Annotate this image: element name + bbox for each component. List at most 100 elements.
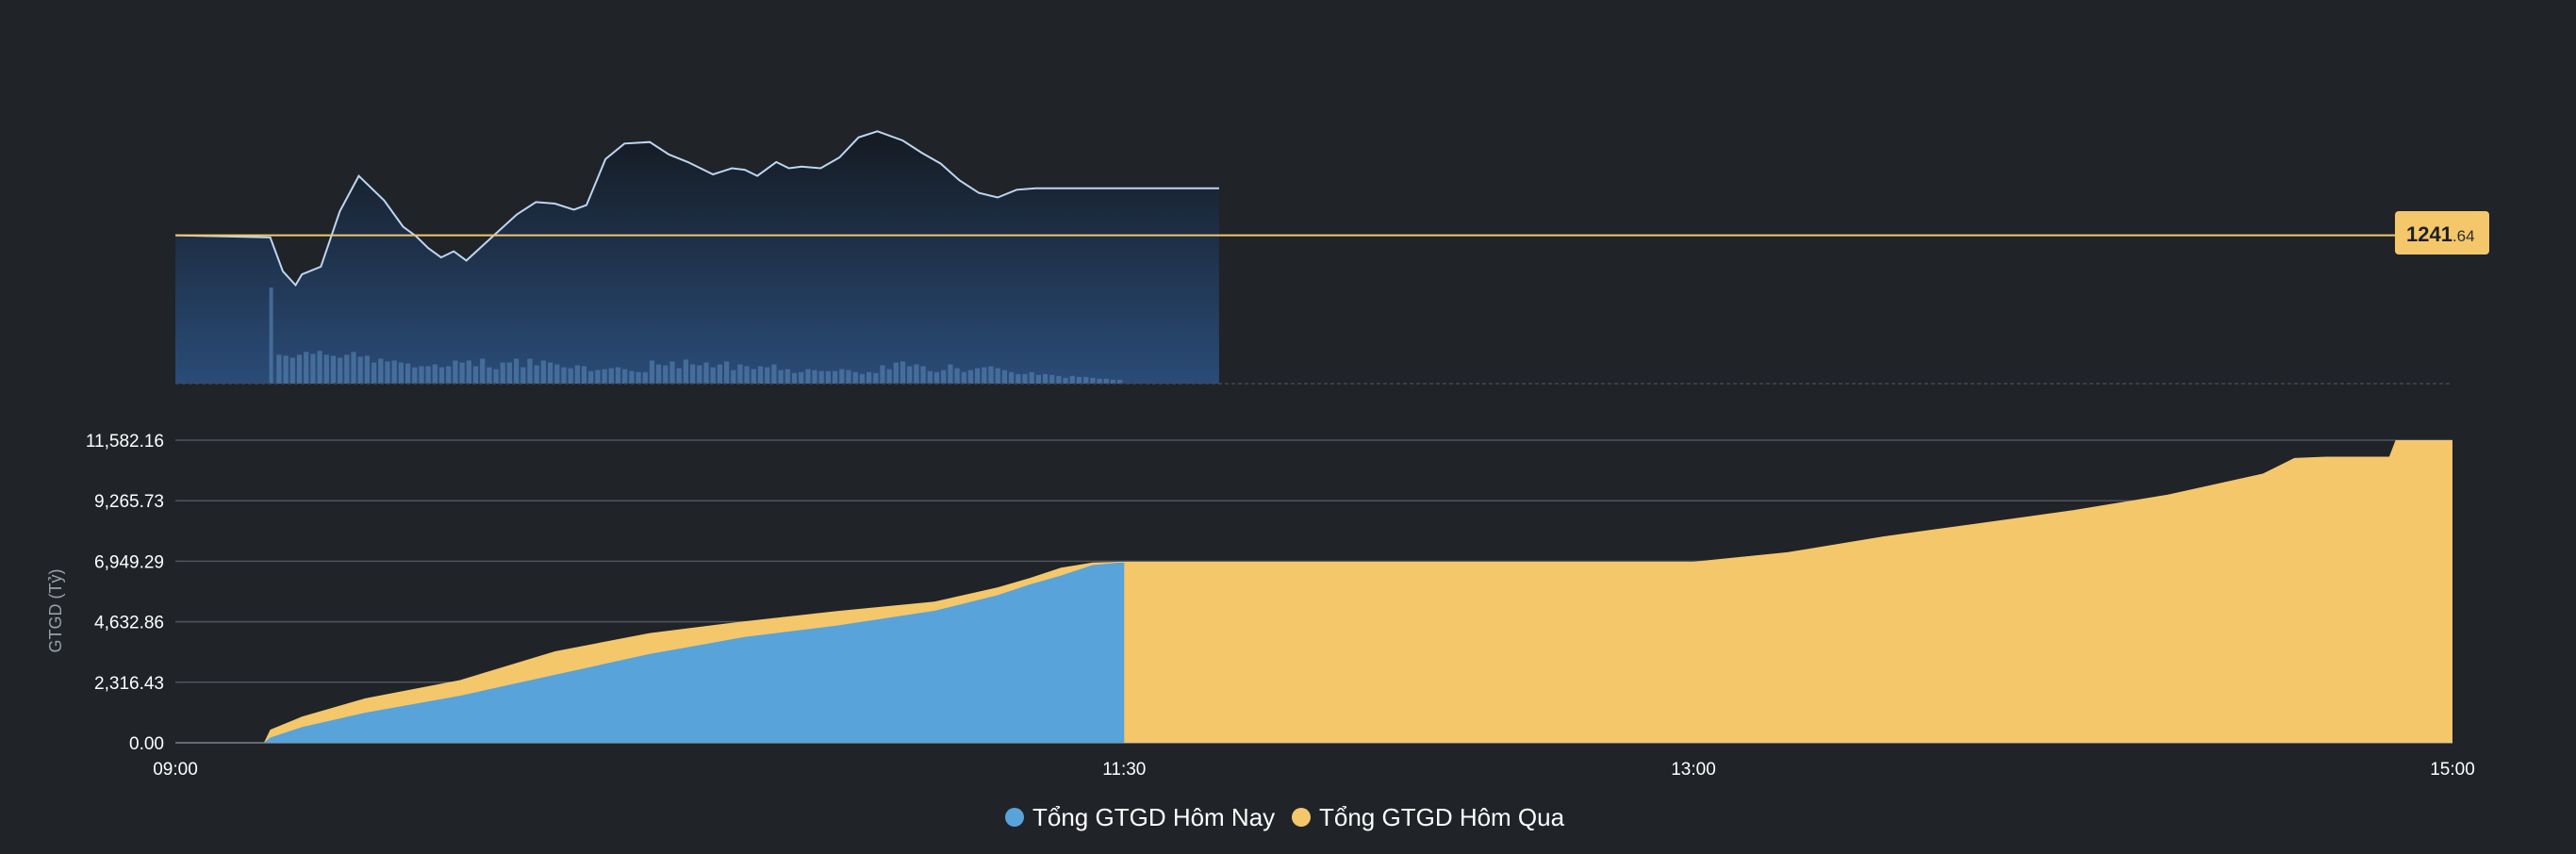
volume-bar [378, 358, 384, 384]
volume-bar [988, 366, 994, 384]
volume-bar [506, 362, 512, 384]
volume-bar [663, 365, 669, 384]
volume-bar [405, 363, 411, 384]
volume-bar [527, 358, 533, 384]
volume-bar [304, 352, 309, 384]
volume-bar [927, 370, 933, 384]
x-axis-ticks: 09:00 11:30 13:00 15:00 [153, 760, 2475, 780]
volume-bar [514, 358, 520, 384]
volume-bar [493, 369, 499, 384]
volume-bar [330, 355, 337, 384]
volume-bar [710, 367, 716, 384]
reference-price-integer: 1241 [2406, 222, 2452, 246]
volume-bar [690, 364, 696, 384]
volume-bar [954, 368, 960, 384]
volume-bar [642, 371, 648, 384]
volume-bar [886, 369, 892, 384]
volume-bar [656, 364, 662, 384]
volume-bar [703, 362, 709, 384]
legend-label-yesterday: Tổng GTGD Hôm Qua [1319, 803, 1565, 831]
y-axis-ticks: 0.00 2,316.43 4,632.86 6,949.29 9,265.73 11,5… [86, 432, 164, 754]
volume-bar [900, 361, 906, 384]
volume-bar [778, 370, 784, 384]
volume-bar [975, 368, 981, 384]
volume-bar [296, 354, 303, 384]
area-today [175, 562, 1125, 743]
volume-bar [1103, 378, 1109, 384]
volume-bar [608, 368, 614, 384]
volume-bar [846, 370, 851, 384]
volume-bar [419, 366, 424, 384]
volume-bar [961, 371, 966, 384]
x-tick-label: 09:00 [153, 760, 198, 780]
volume-bar [676, 368, 682, 384]
volume-bar [724, 361, 730, 384]
volume-bar [520, 367, 526, 384]
volume-bar [372, 362, 377, 384]
volume-bar [1069, 375, 1075, 384]
volume-bar [1083, 376, 1089, 384]
legend-marker-yesterday [1292, 808, 1311, 827]
volume-bar [459, 362, 465, 384]
volume-bar [818, 370, 824, 384]
volume-bar [765, 367, 770, 384]
x-tick-label: 11:30 [1102, 760, 1146, 780]
volume-bar [1056, 375, 1062, 384]
volume-bar [602, 369, 607, 384]
volume-bar [920, 366, 926, 384]
volume-bar [1016, 373, 1021, 384]
volume-bar [982, 367, 987, 384]
volume-bar [1110, 379, 1116, 384]
volume-bar [833, 370, 838, 384]
volume-bars [269, 287, 1123, 384]
index-panel: 1241.64 [174, 130, 2489, 385]
volume-bar [574, 365, 580, 384]
volume-bar [622, 369, 628, 384]
legend: Tổng GTGD Hôm Nay Tổng GTGD Hôm Qua [1005, 803, 1565, 831]
volume-bar [1097, 378, 1102, 384]
volume-bar [839, 369, 845, 384]
volume-bar [941, 370, 947, 384]
volume-bar [595, 370, 601, 384]
volume-bar [629, 370, 635, 384]
legend-marker-today [1005, 808, 1024, 827]
volume-bar [893, 362, 899, 384]
volume-bar [757, 366, 764, 384]
volume-bar [873, 372, 879, 384]
volume-bar [534, 365, 539, 384]
volume-bar [446, 366, 452, 384]
volume-bar [948, 364, 953, 384]
volume-bar [317, 351, 322, 384]
y-tick-label: 2,316.43 [94, 674, 164, 694]
volume-bar [615, 367, 621, 384]
reference-price-badge: 1241.64 [2395, 211, 2489, 255]
index-area [175, 131, 1219, 385]
volume-bar [852, 371, 858, 384]
legend-item-yesterday[interactable]: Tổng GTGD Hôm Qua [1292, 803, 1565, 831]
volume-bar [1022, 373, 1028, 384]
volume-bar [581, 366, 587, 384]
volume-bar [540, 360, 546, 384]
volume-bar [907, 366, 913, 384]
volume-bar [1049, 374, 1055, 384]
volume-bar [1035, 374, 1041, 384]
volume-bar [412, 367, 418, 384]
volume-bar [995, 368, 1000, 384]
volume-bar [500, 362, 505, 384]
volume-bar [744, 366, 750, 384]
volume-bar [1009, 371, 1015, 384]
volume-bar [825, 370, 831, 384]
volume-bar [391, 360, 397, 384]
volume-bar [1117, 379, 1123, 384]
volume-bar [731, 370, 736, 384]
volume-bar [799, 371, 804, 384]
volume-bar [425, 366, 431, 384]
legend-item-today[interactable]: Tổng GTGD Hôm Nay [1005, 803, 1275, 831]
volume-bar [364, 355, 370, 384]
volume-bar [771, 364, 777, 384]
volume-bar [1090, 377, 1096, 384]
volume-bar [1001, 370, 1007, 384]
y-tick-label: 11,582.16 [86, 432, 164, 452]
volume-bar [289, 357, 295, 384]
volume-bar [717, 364, 722, 384]
